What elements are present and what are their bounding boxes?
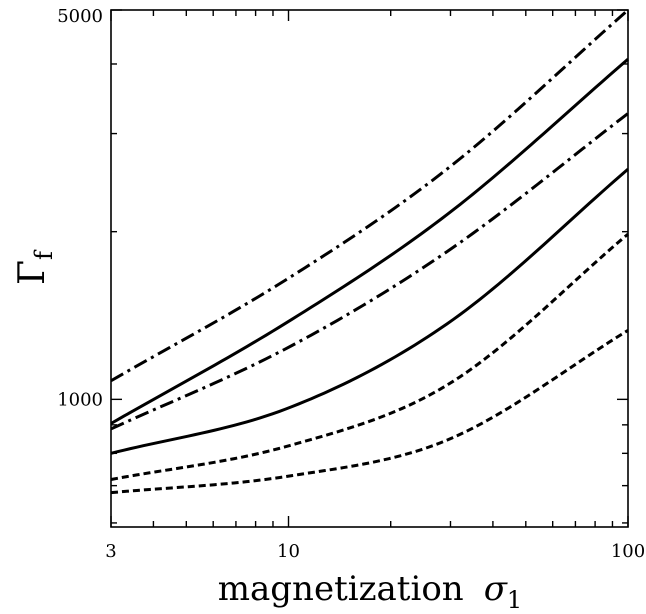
series-line-6 bbox=[110, 329, 629, 495]
x-tick-label: 10 bbox=[277, 541, 300, 562]
y-axis-subscript: f bbox=[30, 249, 58, 260]
series-line-3 bbox=[110, 112, 629, 431]
x-tick-label: 3 bbox=[105, 541, 116, 562]
series-line-4 bbox=[110, 167, 629, 455]
y-axis-label: Γf bbox=[12, 249, 58, 285]
x-axis-label: magnetization σ1 bbox=[218, 569, 522, 614]
plot-frame bbox=[110, 9, 629, 528]
tick-labels-layer: 3 10 100 1000 5000 bbox=[57, 6, 645, 562]
y-tick-label: 5000 bbox=[57, 6, 103, 27]
y-axis-symbol: Γ bbox=[12, 260, 53, 285]
series-line-1 bbox=[110, 8, 629, 383]
series-layer bbox=[110, 8, 629, 495]
series-line-2 bbox=[110, 58, 629, 425]
ticks-layer bbox=[110, 9, 629, 527]
x-axis-symbol: σ bbox=[484, 569, 508, 609]
x-axis-subscript: 1 bbox=[507, 586, 522, 614]
x-axis-label-text: magnetization bbox=[218, 569, 464, 609]
y-tick-label: 1000 bbox=[57, 389, 103, 410]
series-line-5 bbox=[110, 232, 629, 481]
x-tick-label: 100 bbox=[611, 541, 645, 562]
